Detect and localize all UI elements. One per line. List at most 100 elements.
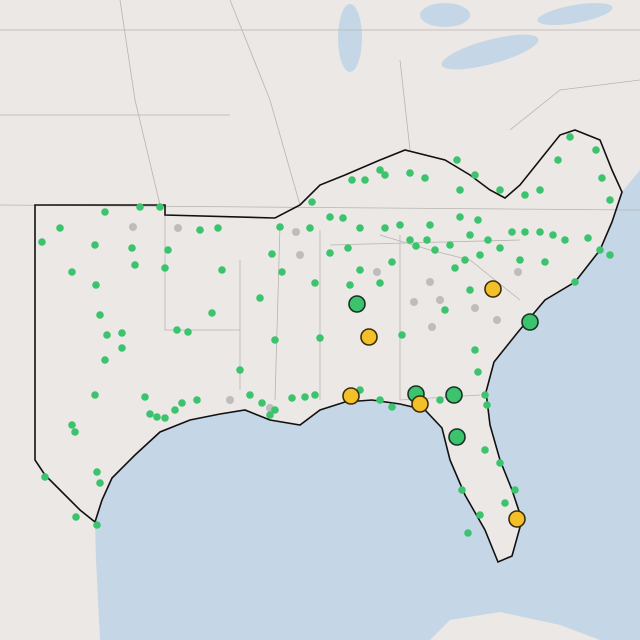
site-marker [376, 166, 384, 174]
site-marker [128, 244, 136, 252]
site-marker [101, 356, 109, 364]
site-marker [541, 258, 549, 266]
site-marker [484, 236, 492, 244]
site-marker [431, 246, 439, 254]
site-marker [474, 368, 482, 376]
highlight-marker [448, 428, 466, 446]
site-marker [271, 406, 279, 414]
minor-marker [292, 228, 300, 236]
site-marker [476, 251, 484, 259]
site-marker [606, 196, 614, 204]
site-marker [93, 468, 101, 476]
site-marker [161, 264, 169, 272]
site-marker [566, 133, 574, 141]
site-marker [214, 224, 222, 232]
minor-marker [426, 278, 434, 286]
site-marker [501, 499, 509, 507]
site-marker [376, 396, 384, 404]
site-marker [326, 213, 334, 221]
site-marker [236, 366, 244, 374]
site-marker [481, 391, 489, 399]
site-marker [288, 394, 296, 402]
site-marker [474, 216, 482, 224]
site-marker [446, 241, 454, 249]
site-marker [193, 396, 201, 404]
site-marker [536, 228, 544, 236]
site-marker [571, 278, 579, 286]
site-marker [72, 513, 80, 521]
site-marker [356, 266, 364, 274]
site-marker [118, 344, 126, 352]
site-marker [68, 268, 76, 276]
site-marker [456, 186, 464, 194]
site-marker [453, 156, 461, 164]
site-marker [388, 403, 396, 411]
site-marker [146, 410, 154, 418]
site-marker [464, 529, 472, 537]
site-marker [71, 428, 79, 436]
island [430, 612, 600, 640]
site-marker [381, 171, 389, 179]
site-marker [184, 328, 192, 336]
site-marker [246, 391, 254, 399]
site-marker [396, 221, 404, 229]
site-marker [278, 268, 286, 276]
site-marker [361, 176, 369, 184]
site-marker [596, 246, 604, 254]
site-marker [584, 234, 592, 242]
site-marker [496, 244, 504, 252]
site-marker [481, 446, 489, 454]
site-marker [56, 224, 64, 232]
site-marker [118, 329, 126, 337]
site-marker [521, 191, 529, 199]
site-marker [471, 346, 479, 354]
site-marker [311, 279, 319, 287]
site-marker [346, 281, 354, 289]
site-marker [406, 236, 414, 244]
site-marker [458, 486, 466, 494]
minor-marker [410, 298, 418, 306]
ocean [95, 170, 640, 640]
site-marker [466, 231, 474, 239]
site-marker [153, 413, 161, 421]
site-marker [561, 236, 569, 244]
site-marker [451, 264, 459, 272]
minor-marker [226, 396, 234, 404]
site-marker [592, 146, 600, 154]
site-marker [101, 208, 109, 216]
site-marker [164, 246, 172, 254]
highlight-marker [348, 295, 366, 313]
minor-marker [174, 224, 182, 232]
site-marker [339, 214, 347, 222]
site-marker [508, 228, 516, 236]
minor-marker [436, 296, 444, 304]
site-marker [266, 411, 274, 419]
site-marker [256, 294, 264, 302]
site-marker [598, 174, 606, 182]
site-marker [306, 224, 314, 232]
site-marker [156, 203, 164, 211]
lake [537, 2, 613, 26]
site-marker [38, 238, 46, 246]
site-marker [388, 258, 396, 266]
site-marker [421, 174, 429, 182]
site-marker [96, 311, 104, 319]
site-marker [496, 459, 504, 467]
site-marker [476, 511, 484, 519]
site-marker [276, 223, 284, 231]
site-marker [536, 186, 544, 194]
site-marker [96, 479, 104, 487]
site-marker [131, 261, 139, 269]
site-marker [356, 224, 364, 232]
alert-marker [508, 510, 526, 528]
site-marker [316, 334, 324, 342]
site-marker [466, 286, 474, 294]
site-marker [521, 228, 529, 236]
highlight-marker [445, 386, 463, 404]
lake [420, 3, 470, 27]
site-marker [178, 399, 186, 407]
site-marker [103, 331, 111, 339]
site-marker [549, 231, 557, 239]
alert-marker [342, 387, 360, 405]
